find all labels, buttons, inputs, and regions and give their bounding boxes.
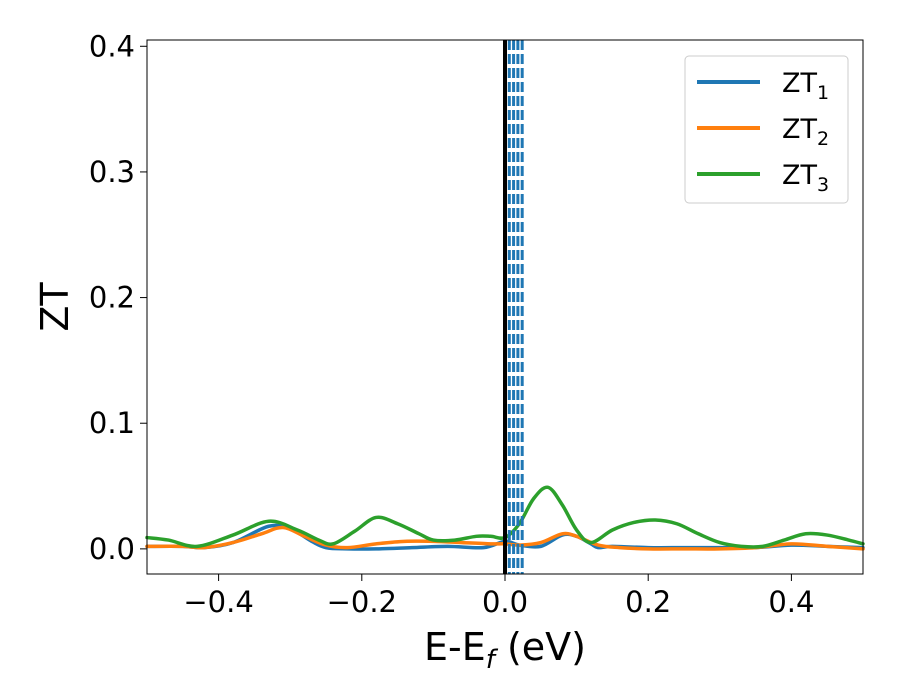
x-tick-label: 0.0 [482,585,528,619]
y-tick-label: 0.0 [89,532,135,566]
y-ticks-layer: 0.0 0.1 0.2 0.3 0.4 [89,29,147,566]
y-tick-label: 0.4 [89,29,135,63]
legend-label-zt3: ZT3 [782,160,829,196]
legend-box [684,55,849,204]
x-tick-label: −0.4 [183,585,253,619]
y-tick-label: 0.3 [89,155,135,189]
x-tick-label: 0.2 [625,585,671,619]
plot-lines-layer [145,485,865,551]
legend: ZT1 ZT2 ZT3 [684,55,849,204]
y-axis-label: ZT [33,282,77,332]
x-axis-label-main: E-E [424,625,486,669]
series-line-zt2 [145,525,865,551]
legend-label-zt2: ZT2 [782,114,829,150]
x-axis-label-unit: (eV) [495,625,586,669]
x-tick-label: −0.2 [327,585,397,619]
legend-label-zt1: ZT1 [782,68,829,104]
x-ticks-layer: −0.4 −0.2 0.0 0.2 0.4 [183,574,814,619]
x-tick-label: 0.4 [768,585,814,619]
y-tick-label: 0.1 [89,406,135,440]
vertical-lines-layer [503,40,524,574]
series-line-zt3 [145,485,865,549]
x-axis-label: E-Ef (eV) [424,625,586,675]
y-tick-label: 0.2 [89,281,135,315]
